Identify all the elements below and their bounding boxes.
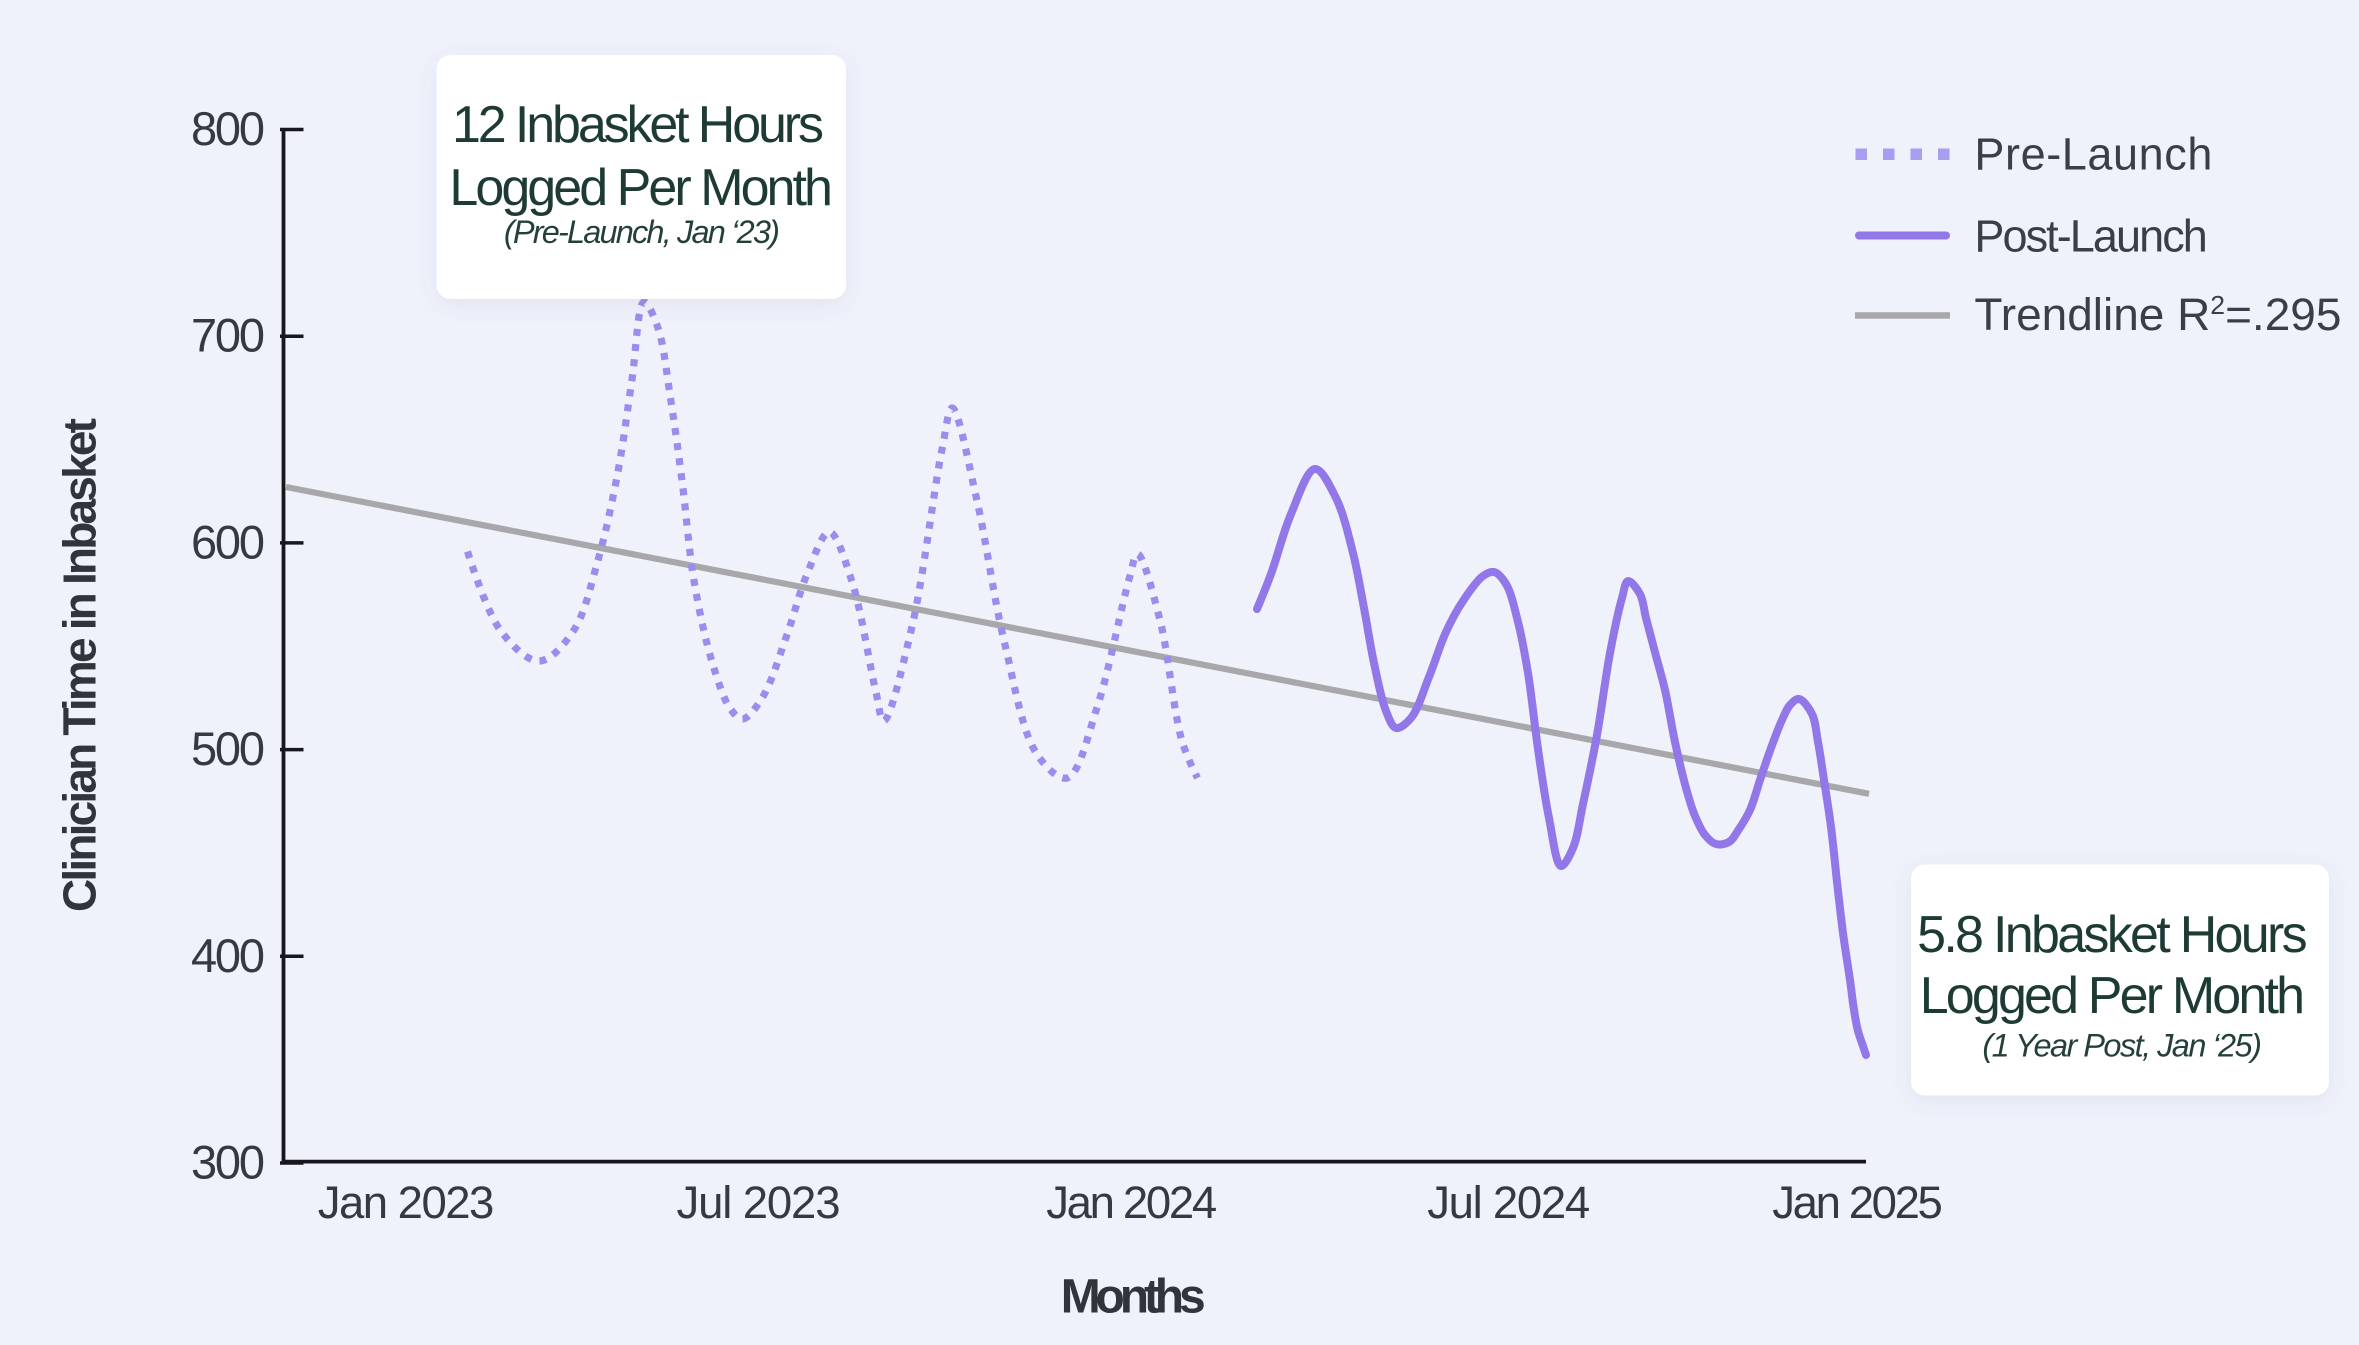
svg-text:(Pre-Launch, Jan ‘23): (Pre-Launch, Jan ‘23) — [504, 214, 780, 250]
svg-text:Logged Per Month: Logged Per Month — [1920, 967, 2305, 1025]
svg-text:800: 800 — [191, 102, 265, 155]
svg-text:700: 700 — [191, 309, 265, 362]
svg-text:400: 400 — [191, 929, 265, 982]
svg-text:Months: Months — [1061, 1271, 1206, 1324]
svg-text:500: 500 — [191, 722, 265, 775]
svg-text:Jul 2024: Jul 2024 — [1427, 1177, 1590, 1228]
svg-text:Jan 2023: Jan 2023 — [318, 1177, 495, 1228]
svg-text:Jul 2023: Jul 2023 — [677, 1177, 841, 1228]
svg-text:Pre-Launch: Pre-Launch — [1974, 129, 2212, 180]
svg-text:Jan 2024: Jan 2024 — [1046, 1177, 1217, 1228]
svg-text:5.8 Inbasket Hours: 5.8 Inbasket Hours — [1917, 906, 2308, 964]
svg-text:600: 600 — [191, 515, 265, 568]
svg-text:Trendline R2=.295: Trendline R 2=.295 — [1974, 289, 2341, 340]
svg-text:300: 300 — [191, 1136, 265, 1189]
svg-text:Jan 2025: Jan 2025 — [1772, 1177, 1943, 1228]
svg-text:12 Inbasket Hours: 12 Inbasket Hours — [452, 96, 824, 154]
svg-text:Clinician Time in Inbasket: Clinician Time in Inbasket — [54, 418, 106, 912]
svg-text:Post-Launch: Post-Launch — [1974, 211, 2207, 262]
svg-text:Logged Per Month: Logged Per Month — [449, 159, 833, 217]
svg-text:(1 Year Post, Jan ‘25): (1 Year Post, Jan ‘25) — [1982, 1027, 2261, 1063]
